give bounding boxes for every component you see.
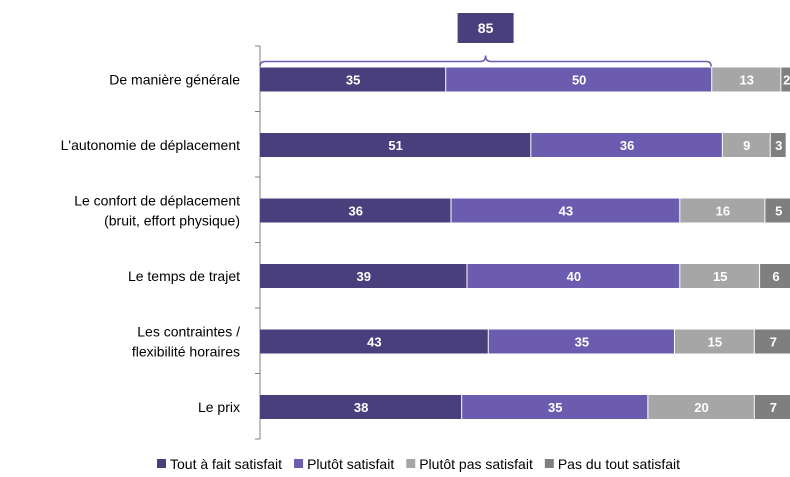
bar-segment (531, 133, 722, 157)
legend-label: Plutôt satisfait (307, 456, 394, 472)
data-label: 15 (708, 335, 722, 350)
callout: 85 (259, 13, 712, 67)
bar-segment (462, 395, 648, 419)
data-label: 9 (743, 138, 750, 153)
legend-label: Tout à fait satisfait (170, 456, 282, 472)
bar-segment (451, 198, 680, 223)
data-label: 2 (783, 73, 790, 88)
data-label: 43 (559, 204, 573, 219)
data-label: 51 (388, 138, 402, 153)
data-label: 35 (548, 400, 562, 415)
bar-segment (765, 198, 790, 223)
data-label: 6 (772, 269, 779, 284)
legend-swatch (406, 459, 416, 468)
bar-segment (770, 133, 786, 157)
data-label: 38 (354, 400, 368, 415)
legend-swatch (294, 459, 304, 468)
category-label: Le temps de trajet (128, 268, 240, 284)
callout-box (457, 13, 514, 43)
legend-label: Plutôt pas satisfait (419, 456, 533, 472)
data-label: 36 (620, 138, 634, 153)
bar-segment (260, 329, 488, 354)
data-label: 13 (740, 73, 754, 88)
bar-segment (260, 198, 451, 223)
data-label: 15 (713, 269, 727, 284)
bar-segment (648, 395, 754, 419)
bar-segment (260, 67, 446, 92)
data-label: 39 (357, 269, 371, 284)
callout-value: 85 (478, 20, 494, 36)
category-label: flexibilité horaires (132, 344, 240, 360)
bar-segment (674, 329, 754, 354)
bar-segment (754, 329, 790, 354)
category-label: L'autonomie de déplacement (61, 137, 240, 153)
bar-segment (488, 329, 674, 354)
bar-segment (260, 264, 467, 288)
data-label: 7 (770, 400, 777, 415)
legend: Tout à fait satisfait Plutôt satisfait Plu… (157, 456, 680, 472)
bars: 35 50 13 2 51 36 9 3 36 43 16 5 39 40 15 6 43 35 15 7 38 35 20… (260, 67, 790, 419)
bar-segment (754, 395, 790, 419)
callout-bracket (259, 55, 712, 67)
data-label: 35 (346, 73, 360, 88)
legend-swatch (157, 459, 166, 468)
bar-segment (712, 67, 781, 92)
category-label: Le prix (198, 399, 240, 415)
legend-swatch (544, 459, 554, 468)
category-label: Le confort de déplacement (74, 193, 240, 209)
category-labels: De manière générale L'autonomie de déplac… (61, 72, 241, 416)
data-label: 36 (349, 204, 363, 219)
bar-segment (680, 264, 760, 288)
data-label: 16 (716, 204, 730, 219)
bar-segment (760, 264, 790, 288)
bar-segment (722, 133, 770, 157)
bar-segment (446, 67, 712, 92)
legend-label: Pas du tout satisfait (558, 456, 680, 472)
data-label: 43 (367, 335, 381, 350)
data-label: 7 (770, 335, 777, 350)
bar-segment (781, 67, 790, 92)
category-axis (255, 45, 261, 440)
bar-segment (680, 198, 765, 223)
bar-segment (467, 264, 680, 288)
bar-segment (260, 395, 462, 419)
data-label: 3 (775, 138, 782, 153)
bar-segment (260, 133, 531, 157)
data-label: 40 (567, 269, 581, 284)
category-label: (bruit, effort physique) (104, 213, 240, 229)
data-label: 50 (572, 73, 586, 88)
data-label: 20 (694, 400, 708, 415)
data-label: 35 (575, 335, 589, 350)
data-label: 5 (775, 204, 782, 219)
category-label: De manière générale (109, 72, 240, 88)
category-label: Les contraintes / (137, 324, 240, 340)
